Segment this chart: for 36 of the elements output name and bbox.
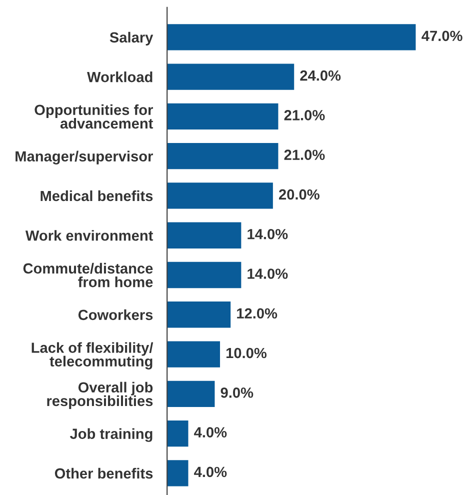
bar (167, 420, 188, 447)
y-tick-label: Workload (87, 72, 152, 82)
data-label: 14.0% (248, 268, 288, 279)
bar (167, 182, 273, 209)
bar (167, 103, 278, 130)
y-tick-label: Commute/distance from home (23, 262, 153, 288)
y-tick-label: Job training (70, 428, 152, 442)
data-label: 20.0% (279, 189, 320, 200)
bar (167, 24, 416, 50)
bar (167, 302, 231, 328)
y-tick-label: Work environment (25, 230, 154, 241)
data-label: 10.0% (226, 348, 267, 358)
y-tick-label: Other benefits (54, 468, 153, 479)
y-tick-label: Manager/supervisor (16, 150, 153, 164)
y-tick-label: Salary (110, 32, 154, 46)
bar (167, 222, 242, 248)
bar (167, 262, 242, 288)
bar (167, 341, 220, 368)
y-tick-label: Medical benefits (40, 190, 153, 202)
bar (167, 64, 294, 90)
bar (167, 142, 278, 170)
y-tick-label: Overall job responsibilities (47, 382, 153, 410)
data-label: 4.0% (194, 427, 227, 438)
data-label: 47.0% (422, 30, 462, 42)
data-label: 12.0% (237, 308, 278, 319)
y-tick-label: Opportunities for advancement (34, 104, 154, 129)
bar (167, 380, 215, 407)
data-label: 14.0% (248, 228, 288, 240)
y-tick-label: Lack of flexibility/ telecommuting (32, 342, 154, 370)
data-label: 21.0% (284, 110, 325, 120)
bar (167, 460, 188, 486)
y-tick-label: Coworkers (78, 309, 153, 320)
data-label: 24.0% (300, 70, 341, 81)
data-label: 21.0% (284, 150, 325, 160)
data-label: 4.0% (194, 466, 227, 478)
data-label: 9.0% (220, 388, 254, 398)
